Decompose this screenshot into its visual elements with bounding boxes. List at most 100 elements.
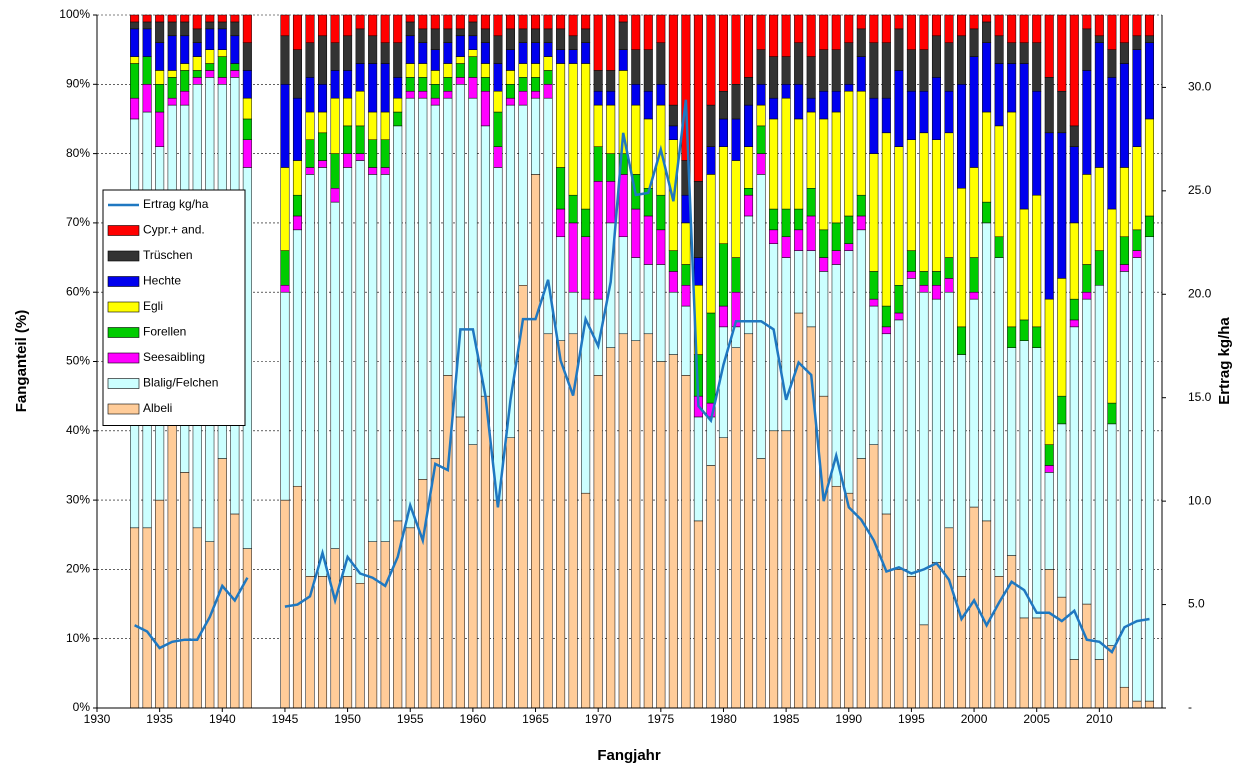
bar-segment: [769, 229, 779, 244]
bar-segment: [418, 28, 428, 43]
bar-segment: [543, 28, 553, 43]
bar-segment: [192, 42, 202, 57]
legend-swatch: [107, 225, 140, 236]
bar-segment: [856, 458, 866, 709]
bar-segment: [318, 132, 328, 161]
bar-segment: [468, 49, 478, 57]
bar-segment: [280, 35, 290, 85]
bar-segment: [1082, 70, 1092, 175]
bar-segment: [493, 111, 503, 147]
bar-segment: [906, 90, 916, 140]
bar-segment: [305, 14, 315, 43]
bar-segment: [693, 257, 703, 286]
bar-segment: [681, 285, 691, 307]
bar-segment: [518, 285, 528, 709]
bar-segment: [230, 63, 240, 71]
bar-segment: [405, 14, 415, 23]
bar-segment: [844, 84, 854, 92]
bar-segment: [957, 35, 967, 85]
bar-segment: [1044, 14, 1054, 78]
x-tick-label: 1960: [460, 712, 487, 726]
bar-segment: [393, 125, 403, 522]
bar-segment: [443, 63, 453, 78]
bar-segment: [1057, 14, 1067, 92]
bar-segment: [643, 14, 653, 50]
bar-segment: [806, 56, 816, 99]
bar-segment: [318, 35, 328, 85]
bar-segment: [518, 77, 528, 92]
bar-segment: [368, 14, 378, 37]
bar-segment: [493, 35, 503, 64]
y-tick-label: 30%: [66, 492, 90, 506]
bar-segment: [718, 14, 728, 92]
bar-segment: [781, 236, 791, 258]
bar-segment: [305, 42, 315, 78]
bar-segment: [957, 354, 967, 577]
bar-segment: [1119, 264, 1129, 272]
bar-segment: [894, 285, 904, 314]
bar-segment: [430, 104, 440, 459]
bar-segment: [1094, 659, 1104, 709]
bar-segment: [844, 42, 854, 85]
bar-segment: [1119, 63, 1129, 168]
bar-segment: [944, 14, 954, 43]
bar-segment: [355, 125, 365, 154]
bar-segment: [217, 458, 227, 709]
y-tick-label: 60%: [66, 284, 90, 298]
bar-segment: [405, 21, 415, 37]
bar-segment: [593, 70, 603, 92]
bar-segment: [1019, 42, 1029, 64]
bar-segment: [1032, 90, 1042, 196]
bar-segment: [1019, 208, 1029, 321]
bar-segment: [794, 84, 804, 120]
bar-segment: [1032, 617, 1042, 709]
bar-segment: [606, 14, 616, 71]
bar-segment: [931, 562, 941, 709]
bar-segment: [230, 70, 240, 78]
bar-segment: [1119, 14, 1129, 43]
bar-segment: [718, 118, 728, 147]
bar-segment: [155, 42, 165, 71]
bar-segment: [468, 56, 478, 78]
bar-segment: [856, 28, 866, 57]
bar-segment: [1082, 298, 1092, 605]
bar-segment: [706, 312, 716, 404]
bar-segment: [944, 90, 954, 134]
bar-segment: [130, 63, 140, 99]
bar-segment: [919, 90, 929, 134]
bar-segment: [894, 319, 904, 570]
bar-segment: [656, 194, 666, 231]
legend-swatch: [107, 301, 140, 313]
legend-label: Seesaibling: [143, 350, 205, 364]
bar-segment: [1057, 395, 1067, 425]
bar-segment: [869, 42, 879, 99]
bar-segment: [656, 14, 666, 43]
bar-segment: [831, 90, 841, 113]
bar-segment: [418, 42, 428, 64]
bar-segment: [343, 576, 353, 709]
bar-segment: [280, 499, 290, 709]
bar-segment: [881, 326, 891, 335]
bar-segment: [155, 70, 165, 85]
bar-segment: [668, 271, 678, 293]
bar-segment: [318, 576, 328, 709]
bar-segment: [480, 28, 490, 43]
bar-segment: [931, 35, 941, 78]
bar-segment: [343, 70, 353, 99]
y-tick-label: 20%: [66, 562, 90, 576]
y-tick-label: 50%: [66, 354, 90, 368]
bar-segment: [518, 63, 528, 78]
bar-segment: [192, 28, 202, 43]
bar-segment: [969, 167, 979, 258]
bar-segment: [505, 70, 515, 85]
bar-segment: [155, 111, 165, 147]
legend-swatch: [107, 327, 140, 338]
bar-segment: [706, 14, 716, 106]
y-tick-label: 90%: [66, 76, 90, 90]
bar-segment: [806, 250, 816, 328]
bar-segment: [982, 520, 992, 709]
bar-segment: [606, 104, 616, 154]
legend-label: Blalig/Felchen: [143, 376, 218, 390]
bar-segment: [1107, 402, 1117, 425]
